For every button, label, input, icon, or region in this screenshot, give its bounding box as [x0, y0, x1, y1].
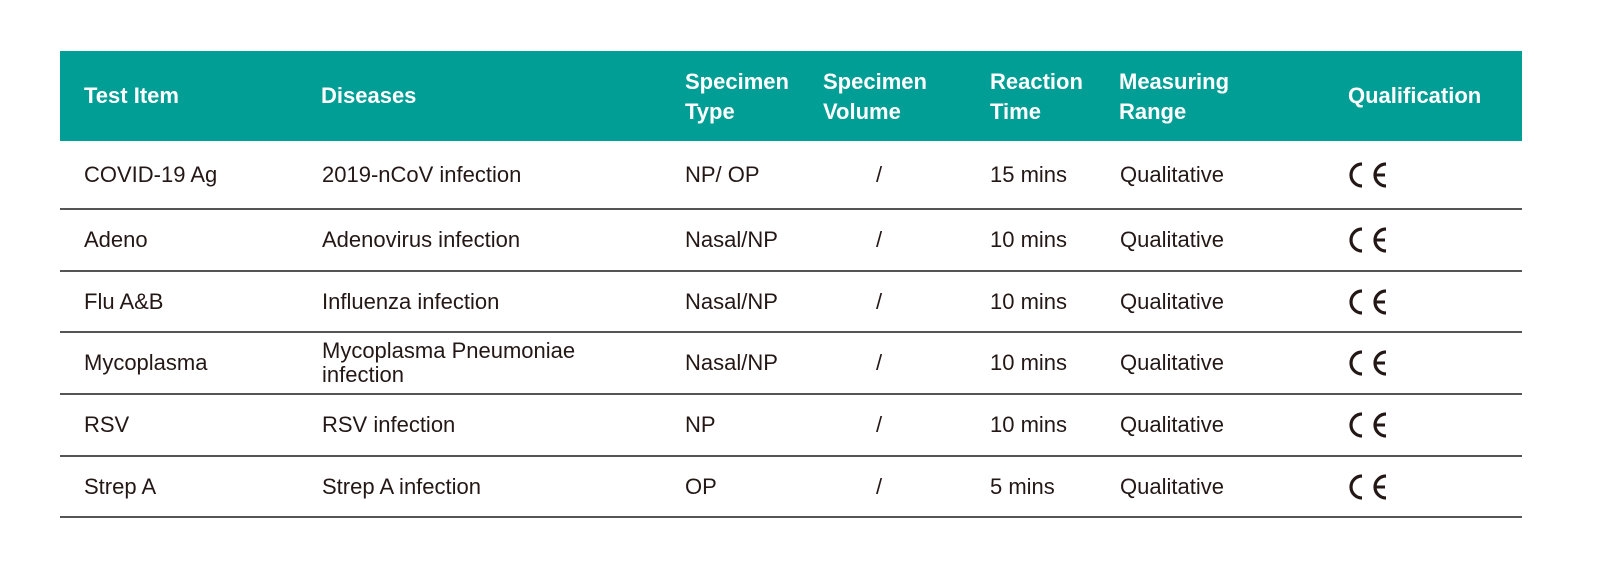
- cell-specimen-volume: /: [876, 161, 883, 187]
- cell-reaction-time: 15 mins: [990, 161, 1068, 187]
- cell-reaction-time: 10 mins: [990, 227, 1068, 252]
- header-line: Time: [990, 99, 1041, 124]
- product-table: Test Item Diseases Specimen Type Specimen…: [60, 51, 1522, 518]
- header-line: Reaction: [990, 69, 1083, 94]
- header-diseases: Diseases: [321, 83, 417, 108]
- header-line: Specimen: [685, 69, 789, 94]
- cell-specimen-type: OP: [685, 473, 717, 499]
- cell-disease: Mycoplasma Pneumoniae infection: [322, 339, 575, 387]
- cell-test-item: COVID-19 Ag: [84, 161, 218, 187]
- ce-mark-icon: [1349, 161, 1387, 188]
- cell-measuring-range: Qualitative: [1120, 350, 1224, 375]
- cell-measuring-range: Qualitative: [1120, 227, 1224, 252]
- cell-reaction-time: 5 mins: [990, 473, 1055, 499]
- cell-qualification: [1346, 226, 1390, 254]
- header-measuring-range: Measuring Range: [1119, 67, 1229, 127]
- disease-line: Mycoplasma Pneumoniae: [322, 338, 576, 363]
- disease-text: Adenovirus infection: [322, 227, 521, 252]
- cell-specimen-volume: /: [876, 350, 883, 375]
- cell-qualification: [1346, 288, 1390, 316]
- header-line: Range: [1119, 99, 1187, 124]
- cell-reaction-time: 10 mins: [990, 350, 1068, 375]
- cell-measuring-range: Qualitative: [1120, 288, 1224, 314]
- disease-text: RSV infection: [322, 412, 456, 437]
- cell-measuring-range: Qualitative: [1120, 161, 1224, 187]
- cell-test-item: Flu A&B: [84, 288, 164, 314]
- cell-disease: Strep A infection: [322, 473, 481, 499]
- cell-specimen-type: Nasal/NP: [685, 288, 778, 314]
- cell-reaction-time: 10 mins: [990, 412, 1068, 437]
- cell-test-item: Strep A: [84, 473, 157, 499]
- cell-specimen-volume: /: [876, 473, 883, 499]
- header-qualification: Qualification: [1348, 83, 1482, 108]
- table-row: COVID-19 Ag 2019-nCoV infection NP/ OP /…: [60, 141, 1522, 210]
- header-reaction-time: Reaction Time: [990, 67, 1083, 127]
- cell-qualification: [1346, 349, 1390, 377]
- header-line: Volume: [823, 99, 901, 124]
- cell-qualification: [1346, 473, 1390, 501]
- table-row: RSV RSV infection NP / 10 mins Qualitati…: [60, 395, 1522, 457]
- cell-test-item: RSV: [84, 412, 130, 437]
- cell-disease: Influenza infection: [322, 288, 500, 314]
- ce-mark-icon: [1349, 412, 1387, 438]
- cell-specimen-volume: /: [876, 288, 883, 314]
- table-row: Flu A&B Influenza infection Nasal/NP / 1…: [60, 272, 1522, 333]
- cell-specimen-type: Nasal/NP: [685, 350, 778, 375]
- cell-specimen-type: NP: [685, 412, 716, 437]
- ce-mark-icon: [1349, 350, 1387, 376]
- cell-specimen-volume: /: [876, 227, 883, 252]
- ce-mark-icon: [1349, 227, 1387, 253]
- cell-measuring-range: Qualitative: [1120, 412, 1224, 437]
- header-specimen-volume: Specimen Volume: [823, 67, 927, 127]
- ce-mark-icon: [1349, 473, 1387, 500]
- header-line: Specimen: [823, 69, 927, 94]
- cell-test-item: Adeno: [84, 227, 148, 252]
- cell-specimen-type: Nasal/NP: [685, 227, 778, 252]
- cell-qualification: [1346, 411, 1390, 439]
- cell-disease: Adenovirus infection: [322, 228, 520, 252]
- disease-line: infection: [322, 362, 404, 387]
- table-row: Strep A Strep A infection OP / 5 mins Qu…: [60, 457, 1522, 518]
- cell-qualification: [1346, 161, 1390, 189]
- table-row: Adeno Adenovirus infection Nasal/NP / 10…: [60, 210, 1522, 272]
- cell-specimen-volume: /: [876, 412, 883, 437]
- disease-text: 2019-nCoV infection: [322, 161, 522, 187]
- header-line: Measuring: [1119, 69, 1230, 94]
- table-header: Test Item Diseases Specimen Type Specimen…: [60, 51, 1522, 141]
- cell-test-item: Mycoplasma: [84, 350, 208, 375]
- disease-text: Influenza infection: [322, 288, 500, 314]
- header-test-item: Test Item: [84, 83, 179, 108]
- disease-text: Strep A infection: [322, 473, 481, 499]
- cell-measuring-range: Qualitative: [1120, 473, 1224, 499]
- header-specimen-type: Specimen Type: [685, 67, 789, 127]
- ce-mark-icon: [1349, 288, 1387, 315]
- cell-disease: RSV infection: [322, 413, 455, 437]
- cell-specimen-type: NP/ OP: [685, 161, 760, 187]
- cell-reaction-time: 10 mins: [990, 288, 1068, 314]
- cell-disease: 2019-nCoV infection: [322, 161, 522, 187]
- header-line: Type: [685, 99, 735, 124]
- table-row: Mycoplasma Mycoplasma Pneumoniae infectio…: [60, 333, 1522, 395]
